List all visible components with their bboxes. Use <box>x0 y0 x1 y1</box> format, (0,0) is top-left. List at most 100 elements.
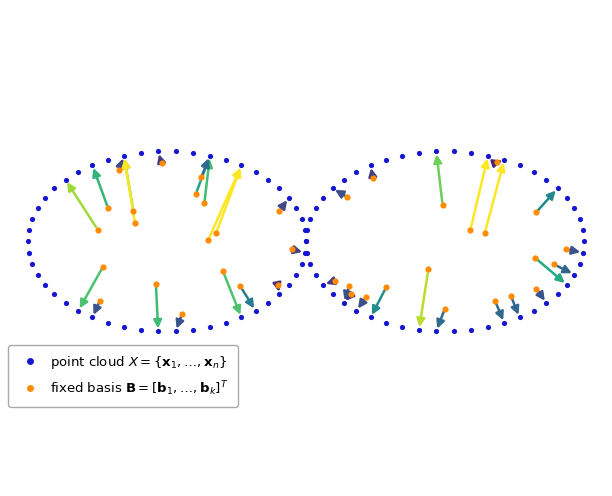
Point <box>579 238 589 246</box>
Point <box>302 248 312 256</box>
Point <box>61 176 70 184</box>
Point <box>136 149 146 157</box>
Point <box>119 323 129 331</box>
Point <box>291 204 301 212</box>
Point <box>200 199 209 207</box>
Point <box>346 290 356 298</box>
Point <box>297 215 307 223</box>
Point <box>330 277 340 285</box>
Point <box>73 168 83 176</box>
Point <box>575 215 584 223</box>
Point <box>529 168 539 176</box>
Point <box>236 282 245 290</box>
Point <box>275 290 285 298</box>
Point <box>515 313 524 321</box>
Point <box>188 326 198 334</box>
Point <box>339 299 349 307</box>
Point <box>449 147 458 155</box>
Point <box>222 156 231 164</box>
Point <box>327 290 337 298</box>
Point <box>263 299 273 307</box>
Point <box>301 238 311 246</box>
Point <box>157 159 166 167</box>
Point <box>381 283 391 291</box>
Point <box>177 310 187 318</box>
Point <box>562 194 572 202</box>
Point <box>414 149 424 157</box>
Point <box>483 323 493 331</box>
Point <box>344 283 354 291</box>
Point <box>483 152 493 160</box>
Point <box>506 292 516 300</box>
Point <box>311 204 321 212</box>
Point <box>130 220 140 228</box>
Point <box>205 152 215 160</box>
Point <box>339 176 349 184</box>
Point <box>237 313 247 321</box>
Point <box>119 152 129 160</box>
Point <box>569 270 579 278</box>
Point <box>284 194 294 202</box>
Point <box>218 267 228 275</box>
Point <box>305 215 315 223</box>
Point <box>196 174 206 182</box>
Point <box>305 260 315 268</box>
Point <box>151 280 161 288</box>
Point <box>291 270 301 278</box>
Point <box>530 253 540 261</box>
Point <box>136 326 146 334</box>
Point <box>40 194 50 202</box>
Point <box>287 246 297 253</box>
Point <box>492 158 502 166</box>
Point <box>24 226 34 234</box>
Point <box>397 323 407 331</box>
Point <box>381 319 390 327</box>
Point <box>490 297 500 305</box>
Point <box>368 174 378 182</box>
Point <box>88 313 97 321</box>
Point <box>191 190 201 198</box>
Point <box>440 305 450 312</box>
Point <box>50 185 59 192</box>
Point <box>553 290 562 298</box>
Point <box>103 156 113 164</box>
Point <box>211 229 221 237</box>
Point <box>424 265 433 273</box>
Point <box>95 297 105 305</box>
Point <box>203 236 213 244</box>
Point <box>542 176 551 184</box>
Point <box>154 147 163 155</box>
Point <box>24 248 34 256</box>
Point <box>342 193 352 201</box>
Point <box>302 226 312 234</box>
Point <box>251 307 261 315</box>
Point <box>381 156 390 164</box>
Point <box>351 168 361 176</box>
Point <box>154 327 163 335</box>
Point <box>480 230 490 238</box>
Point <box>569 204 579 212</box>
Point <box>531 285 541 293</box>
Point <box>466 326 476 334</box>
Point <box>449 327 458 335</box>
Point <box>103 204 113 212</box>
Point <box>33 270 43 278</box>
Point <box>114 166 124 174</box>
Point <box>251 168 261 176</box>
Point <box>301 238 311 246</box>
Point <box>300 248 310 256</box>
Point <box>578 226 588 234</box>
Point <box>438 201 447 209</box>
Point <box>365 313 375 321</box>
Point <box>414 326 424 334</box>
Point <box>93 226 103 234</box>
Point <box>499 156 509 164</box>
Legend: point cloud $X = \{\mathbf{x}_1, \ldots, \mathbf{x}_n\}$, fixed basis $\mathbf{B: point cloud $X = \{\mathbf{x}_1, \ldots,… <box>8 345 237 407</box>
Point <box>284 281 294 289</box>
Point <box>318 194 328 202</box>
Point <box>50 290 59 298</box>
Point <box>40 281 50 289</box>
Point <box>103 319 113 327</box>
Point <box>28 215 37 223</box>
Point <box>318 281 328 289</box>
